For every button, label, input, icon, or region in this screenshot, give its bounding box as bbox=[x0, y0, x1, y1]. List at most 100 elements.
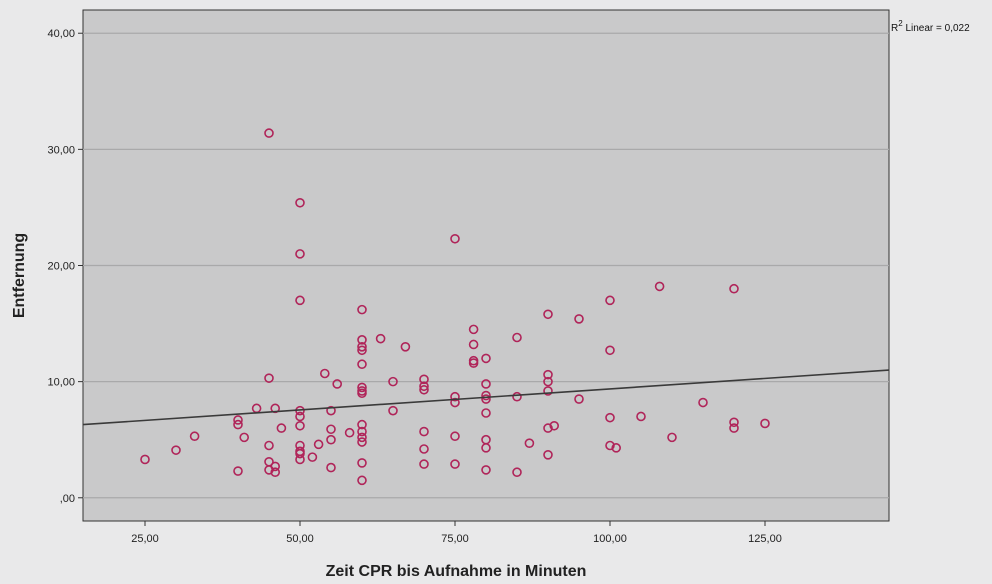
data-point bbox=[326, 405, 336, 416]
y-axis: ,00 10,00 20,00 30,00 40,00 bbox=[47, 28, 83, 505]
data-point bbox=[233, 419, 243, 430]
data-point bbox=[512, 332, 522, 343]
x-tick-label: 50,00 bbox=[286, 533, 314, 545]
data-point bbox=[189, 431, 200, 442]
data-point bbox=[264, 373, 274, 383]
data-point bbox=[481, 379, 491, 389]
data-point bbox=[233, 415, 243, 425]
data-point bbox=[344, 427, 355, 438]
data-point bbox=[468, 358, 479, 368]
data-point bbox=[667, 432, 677, 443]
data-point bbox=[468, 324, 479, 335]
data-point bbox=[295, 295, 305, 306]
data-point bbox=[419, 374, 429, 385]
data-point bbox=[295, 411, 305, 422]
data-point bbox=[605, 345, 615, 356]
data-point bbox=[388, 405, 398, 416]
data-point bbox=[357, 335, 367, 345]
data-point bbox=[729, 417, 739, 428]
data-point bbox=[357, 382, 367, 393]
data-point bbox=[332, 379, 343, 389]
data-point bbox=[450, 431, 460, 442]
data-point bbox=[512, 391, 522, 402]
data-point bbox=[357, 388, 367, 399]
data-point bbox=[543, 450, 553, 460]
data-point bbox=[357, 359, 367, 370]
data-point bbox=[543, 309, 553, 320]
x-tick-label: 25,00 bbox=[131, 533, 159, 545]
data-point bbox=[357, 426, 367, 437]
data-point bbox=[295, 448, 305, 459]
data-point bbox=[611, 443, 622, 453]
data-point bbox=[481, 394, 491, 404]
data-point bbox=[326, 434, 336, 445]
data-point bbox=[481, 353, 491, 364]
y-tick-label: 30,00 bbox=[47, 144, 75, 156]
data-point bbox=[450, 459, 460, 469]
data-point bbox=[549, 420, 560, 431]
data-point bbox=[450, 391, 460, 402]
data-point bbox=[481, 443, 491, 453]
data-point bbox=[357, 341, 367, 352]
r-squared-annotation: R2 Linear = 0,022 bbox=[891, 19, 970, 34]
data-point bbox=[239, 432, 249, 443]
x-tick-label: 100,00 bbox=[593, 533, 627, 545]
x-axis-label: Zeit CPR bis Aufnahme in Minuten bbox=[326, 563, 587, 579]
data-point bbox=[307, 452, 318, 462]
data-point bbox=[276, 423, 287, 433]
data-point bbox=[295, 420, 305, 431]
data-point bbox=[543, 386, 553, 396]
data-point bbox=[419, 384, 429, 395]
data-point bbox=[375, 333, 386, 344]
data-point bbox=[400, 341, 411, 352]
data-point bbox=[729, 423, 739, 433]
data-point bbox=[171, 445, 181, 455]
data-point bbox=[450, 233, 460, 244]
data-point bbox=[357, 345, 367, 356]
data-point bbox=[388, 376, 398, 387]
data-point bbox=[326, 424, 336, 435]
data-point bbox=[543, 369, 553, 380]
data-point bbox=[295, 249, 305, 259]
data-point bbox=[481, 465, 491, 475]
data-point bbox=[760, 418, 770, 429]
x-tick-label: 75,00 bbox=[441, 533, 469, 545]
data-point bbox=[543, 376, 553, 387]
data-point bbox=[264, 440, 274, 451]
data-point bbox=[295, 454, 305, 465]
data-point bbox=[468, 339, 479, 350]
data-point bbox=[574, 394, 584, 404]
data-point bbox=[357, 458, 367, 468]
data-point bbox=[481, 408, 491, 418]
data-point bbox=[524, 438, 535, 448]
y-tick-label: 10,00 bbox=[47, 377, 75, 389]
data-point bbox=[543, 423, 553, 433]
data-point bbox=[357, 475, 367, 486]
data-point bbox=[357, 432, 367, 443]
data-point bbox=[419, 444, 429, 454]
data-point bbox=[574, 314, 584, 324]
data-point bbox=[319, 368, 330, 379]
grid-lines bbox=[83, 32, 889, 499]
x-axis: 25,00 50,00 75,00 100,00 125,00 bbox=[131, 521, 782, 545]
linear-fit-line bbox=[82, 369, 890, 426]
data-point bbox=[729, 283, 739, 294]
data-point bbox=[419, 459, 429, 469]
data-point bbox=[140, 454, 150, 465]
y-tick-label: 20,00 bbox=[47, 261, 75, 273]
data-point bbox=[357, 437, 367, 447]
data-point bbox=[313, 439, 324, 450]
data-point bbox=[270, 467, 281, 478]
data-point bbox=[450, 397, 460, 408]
data-point bbox=[605, 295, 615, 306]
data-point bbox=[419, 381, 429, 392]
data-point bbox=[357, 419, 367, 430]
data-point bbox=[270, 461, 281, 472]
data-point bbox=[636, 411, 646, 422]
data-point bbox=[481, 390, 491, 401]
data-points bbox=[140, 128, 770, 486]
y-tick-label: 40,00 bbox=[47, 28, 75, 40]
data-point bbox=[654, 281, 665, 292]
